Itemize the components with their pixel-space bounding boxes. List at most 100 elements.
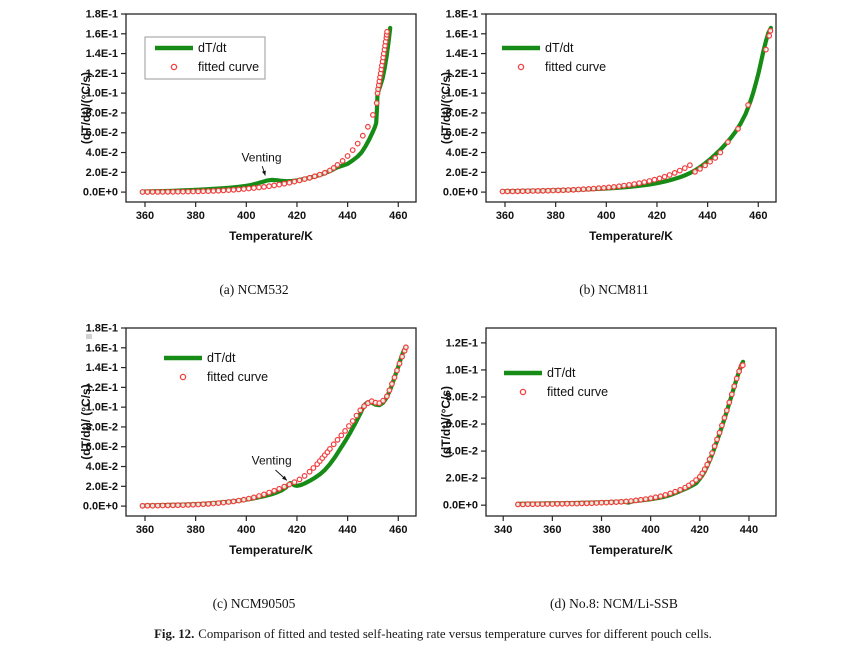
series-point-fitted-curve	[353, 412, 360, 419]
series-point-fitted-curve	[739, 362, 746, 369]
series-point-fitted-curve	[399, 353, 406, 360]
y-tick-label: 4.0E-2	[446, 147, 478, 159]
series-point-fitted-curve	[339, 157, 346, 164]
series-point-fitted-curve	[725, 139, 731, 146]
x-tick-label: 380	[592, 524, 610, 536]
x-tick-label: 400	[597, 210, 615, 222]
series-point-fitted-curve	[652, 494, 659, 501]
series-point-fitted-curve	[544, 501, 551, 507]
panel-ncm90505: 360 380 400 420 440 460 0.0E+0 2.0E-2 4.0E-2 6.0E…	[76, 318, 432, 612]
series-point-fitted-curve	[656, 175, 663, 182]
series-point-fitted-curve	[631, 181, 638, 188]
series-point-fitted-curve	[647, 495, 654, 502]
series-point-fitted-curve	[583, 500, 590, 507]
series-point-fitted-curve	[291, 479, 298, 486]
y-tick-label: 2.0E-2	[86, 167, 118, 179]
series-point-fitted-curve	[342, 427, 349, 434]
series-point-fitted-curve	[701, 466, 708, 473]
annotation-text: Venting	[252, 454, 292, 468]
series-point-fitted-curve	[504, 188, 511, 195]
series-point-fitted-curve	[767, 27, 774, 34]
series-point-fitted-curve	[608, 499, 615, 506]
x-tick-label: 420	[691, 524, 709, 536]
y-axis-label: (dT/dt)/(°C/s)	[439, 386, 453, 458]
series-point-fitted-curve	[316, 171, 323, 178]
series-point-fitted-curve	[334, 436, 341, 443]
annotation-arrowhead	[282, 475, 287, 481]
series-point-fitted-curve	[250, 494, 257, 501]
series-point-fitted-curve	[205, 188, 212, 195]
series-point-fitted-curve	[616, 183, 622, 190]
series-point-fitted-curve	[296, 476, 303, 483]
y-tick-label: 1.8E-1	[446, 9, 478, 21]
series-point-fitted-curve	[373, 100, 380, 106]
x-axis-label: Temperature/K	[589, 543, 673, 557]
series-point-fitted-curve	[220, 499, 227, 506]
series-point-fitted-curve	[726, 399, 733, 406]
series-point-fitted-curve	[250, 185, 257, 191]
series-point-fitted-curve	[195, 188, 202, 195]
series-point-fitted-curve	[719, 422, 725, 429]
y-tick-label: 1.4E-1	[86, 48, 118, 60]
series-point-fitted-curve	[514, 501, 521, 508]
plot-frame	[125, 327, 417, 517]
series-point-fitted-curve	[621, 182, 627, 189]
series-point-fitted-curve	[225, 187, 232, 194]
x-tick-label: 400	[237, 210, 255, 222]
series-point-fitted-curve	[159, 188, 166, 195]
series-point-fitted-curve	[276, 181, 283, 188]
series-point-fitted-curve	[540, 187, 546, 194]
y-tick-label: 1.0E-1	[446, 364, 478, 376]
series-point-fitted-curve	[306, 174, 313, 181]
series-point-fitted-curve	[681, 165, 688, 172]
series-point-fitted-curve	[514, 188, 521, 195]
y-tick-label: 1.4E-1	[86, 362, 118, 374]
series-point-fitted-curve	[707, 158, 714, 165]
panel-ncm811: 360 380 400 420 440 460 0.0E+0 2.0E-2 4.0E-2 6.0E…	[436, 4, 792, 298]
series-point-fitted-curve	[509, 188, 516, 195]
series-line-dtdt	[140, 344, 408, 508]
series-point-fitted-curve	[662, 491, 669, 498]
series-point-fitted-curve	[321, 169, 328, 176]
series-point-fitted-curve	[766, 32, 773, 39]
series-point-fitted-curve	[154, 188, 161, 195]
series-point-fitted-curve	[185, 501, 191, 508]
y-tick-label: 0.0E+0	[83, 187, 118, 199]
series-point-fitted-curve	[311, 173, 318, 180]
legend-frame	[144, 36, 266, 80]
series-point-fitted-curve	[689, 480, 696, 486]
series-point-fitted-curve	[361, 403, 368, 410]
series-point-fitted-curve	[524, 501, 531, 508]
y-tick-label: 1.2E-1	[446, 68, 478, 80]
series-point-fitted-curve	[306, 468, 313, 475]
x-axis-label: Temperature/K	[229, 543, 313, 557]
series-point-fitted-curve	[346, 423, 352, 429]
series-point-fitted-curve	[281, 180, 288, 187]
series-point-fitted-curve	[380, 397, 387, 404]
series-point-fitted-curve	[671, 169, 678, 176]
series-point-fitted-curve	[618, 498, 625, 505]
series-point-fitted-curve	[714, 436, 720, 443]
series-point-fitted-curve	[534, 187, 541, 194]
plot-frame	[485, 327, 777, 517]
series-point-fitted-curve	[610, 183, 617, 190]
series-point-fitted-curve	[731, 383, 738, 390]
y-tick-label: 1.6E-1	[86, 28, 118, 40]
x-tick-label: 400	[237, 524, 255, 536]
series-point-fitted-curve	[661, 173, 668, 180]
series-point-fitted-curve	[139, 189, 146, 195]
series-point-fitted-curve	[266, 489, 273, 496]
series-point-fitted-curve	[190, 501, 196, 508]
y-tick-label: 8.0E-2	[446, 107, 478, 119]
series-point-fitted-curve	[354, 140, 361, 147]
x-tick-label: 400	[641, 524, 659, 536]
y-tick-label: 1.0E-1	[86, 402, 118, 414]
series-point-fitted-curve	[716, 429, 723, 436]
series-point-fitted-curve	[677, 486, 684, 493]
series-point-fitted-curve	[154, 502, 161, 509]
series-point-fitted-curve	[564, 500, 571, 507]
chart-canvas-ncm532: 360 380 400 420 440 460 0.0E+0 2.0E-2 4.0E-2 6.0E…	[79, 9, 417, 243]
series-point-fitted-curve	[159, 502, 166, 509]
series-point-fitted-curve	[728, 391, 735, 398]
